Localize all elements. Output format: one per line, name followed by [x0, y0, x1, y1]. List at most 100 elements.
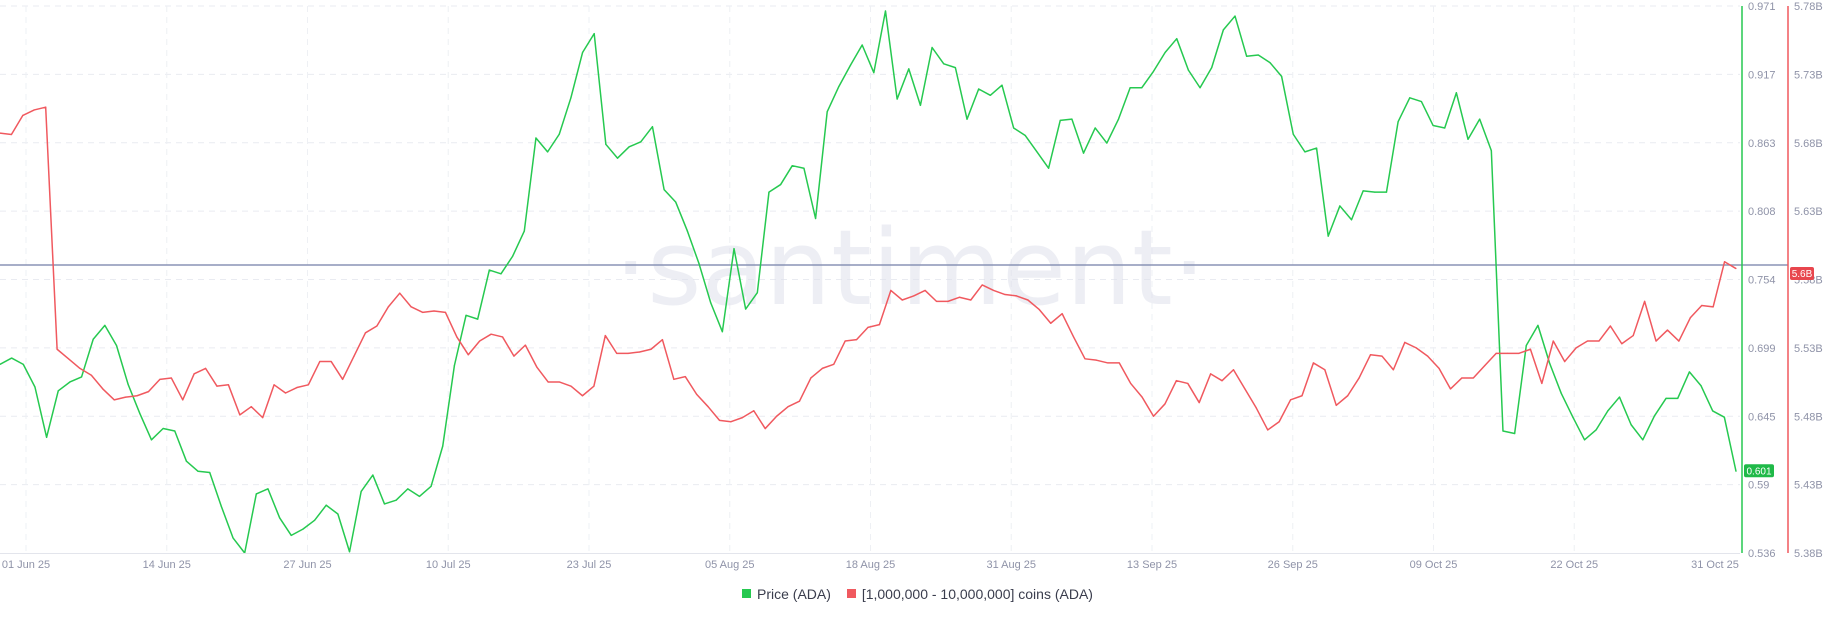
- legend: Price (ADA) [1,000,000 - 10,000,000] coi…: [0, 585, 1835, 602]
- price-data-point: [512, 255, 514, 257]
- price-data-point: [477, 318, 479, 320]
- price-data-point: [162, 427, 164, 430]
- legend-item-price[interactable]: Price (ADA): [742, 586, 831, 602]
- x-axis-tick-label: 22 Oct 25: [1550, 559, 1598, 571]
- holdings-data-point: [513, 355, 515, 357]
- price-data-point: [954, 67, 956, 69]
- holdings-data-point: [947, 300, 949, 302]
- price-data-point: [721, 331, 723, 333]
- price-data-point: [1642, 439, 1644, 441]
- price-data-point: [1432, 124, 1434, 127]
- legend-item-holdings[interactable]: [1,000,000 - 10,000,000] coins (ADA): [846, 585, 1093, 602]
- price-data-point: [1304, 151, 1306, 153]
- holdings-data-point: [1449, 388, 1452, 390]
- price-data-point: [768, 191, 770, 193]
- price-data-point: [500, 273, 502, 275]
- holdings-data-point: [1324, 369, 1326, 371]
- holdings-data-point: [1335, 404, 1337, 406]
- holdings-last-badge: [1790, 267, 1814, 281]
- holdings-data-point: [501, 336, 504, 338]
- holdings-data-point: [22, 114, 24, 116]
- price-data-point: [325, 504, 327, 506]
- legend-label-holdings: [1,000,000 - 10,000,000] coins (ADA): [861, 585, 1093, 602]
- price-data-point: [1444, 127, 1446, 129]
- x-axis-tick-label: 31 Oct 25: [1691, 559, 1739, 571]
- holdings-data-point: [1723, 261, 1726, 263]
- holdings-data-point: [581, 395, 584, 397]
- price-data-point: [1141, 87, 1143, 89]
- price-data-point: [313, 519, 316, 521]
- holdings-data-point: [1358, 377, 1360, 379]
- holdings-data-point: [1072, 336, 1075, 338]
- price-data-point: [838, 85, 840, 88]
- price-data-point: [1001, 84, 1003, 86]
- holdings-data-point: [56, 348, 58, 350]
- holdings-data-point: [1701, 304, 1703, 307]
- holdings-data-point: [273, 384, 275, 386]
- price-data-point: [547, 151, 549, 153]
- holdings-data-point: [844, 340, 846, 342]
- price-data-point: [1479, 118, 1481, 120]
- holdings-data-point: [1141, 396, 1143, 398]
- holdings-data-point: [1164, 403, 1166, 405]
- price-data-point: [453, 365, 455, 367]
- price-data-point: [1350, 219, 1353, 221]
- holdings-data-point: [855, 339, 858, 341]
- holdings-data-point: [867, 326, 869, 328]
- legend-swatch-holdings: [846, 589, 856, 598]
- price-data-point: [966, 118, 968, 120]
- x-axis-tick-label: 01 Jun 25: [2, 559, 50, 571]
- price-data-point: [1187, 69, 1189, 71]
- holdings-data-point: [741, 417, 743, 419]
- price-axis-tick-label: 0.863: [1748, 138, 1776, 150]
- holdings-data-point: [193, 373, 195, 375]
- price-data-point: [372, 474, 374, 476]
- price-data-point: [791, 165, 793, 167]
- holdings-data-point: [696, 393, 698, 395]
- holdings-data-point: [776, 415, 778, 417]
- price-data-point: [418, 495, 421, 498]
- holdings-data-point: [1415, 347, 1417, 349]
- price-data-point: [395, 499, 397, 501]
- holdings-data-point: [1564, 360, 1566, 363]
- holdings-data-point: [1118, 362, 1120, 364]
- price-data-point: [593, 33, 595, 35]
- price-data-point: [1677, 397, 1679, 399]
- price-data-point: [430, 485, 432, 487]
- holdings-data-point: [364, 332, 367, 334]
- holdings-data-point: [33, 109, 35, 111]
- price-data-point: [197, 470, 199, 472]
- price-data-point: [733, 248, 735, 250]
- price-data-point: [1117, 118, 1120, 120]
- price-data-point: [1467, 138, 1469, 140]
- price-axis-tick-label: 0.59: [1748, 480, 1769, 492]
- price-data-point: [104, 324, 106, 326]
- holdings-data-point: [1278, 421, 1280, 423]
- price-data-point: [1688, 371, 1690, 373]
- holdings-data-point: [878, 324, 881, 326]
- holdings-axis-tick-label: 5.43B: [1794, 480, 1823, 492]
- price-data-point: [1723, 416, 1725, 418]
- price-data-point: [1129, 87, 1131, 89]
- holdings-data-point: [833, 363, 835, 365]
- holdings-data-point: [1438, 367, 1440, 369]
- price-data-point: [34, 386, 36, 388]
- price-data-point: [1292, 133, 1294, 135]
- holdings-data-point: [1541, 382, 1543, 385]
- holdings-data-point: [1632, 334, 1634, 337]
- price-data-point: [616, 157, 619, 159]
- price-data-point: [978, 88, 980, 90]
- holdings-data-point: [1552, 340, 1554, 342]
- price-data-point: [302, 528, 304, 530]
- price-data-point: [0, 363, 1, 365]
- x-axis-ticks: 01 Jun 25 14 Jun 25 27 Jun 25 10 Jul 25 23 J…: [2, 559, 1739, 571]
- x-axis-tick-label: 27 Jun 25: [283, 559, 331, 571]
- price-data-point: [1385, 191, 1388, 193]
- price-data-point: [686, 230, 689, 232]
- price-data-point: [92, 338, 94, 340]
- holdings-data-point: [1347, 395, 1349, 397]
- price-data-point: [267, 488, 269, 490]
- price-data-point: [360, 490, 362, 492]
- price-data-point: [861, 44, 863, 46]
